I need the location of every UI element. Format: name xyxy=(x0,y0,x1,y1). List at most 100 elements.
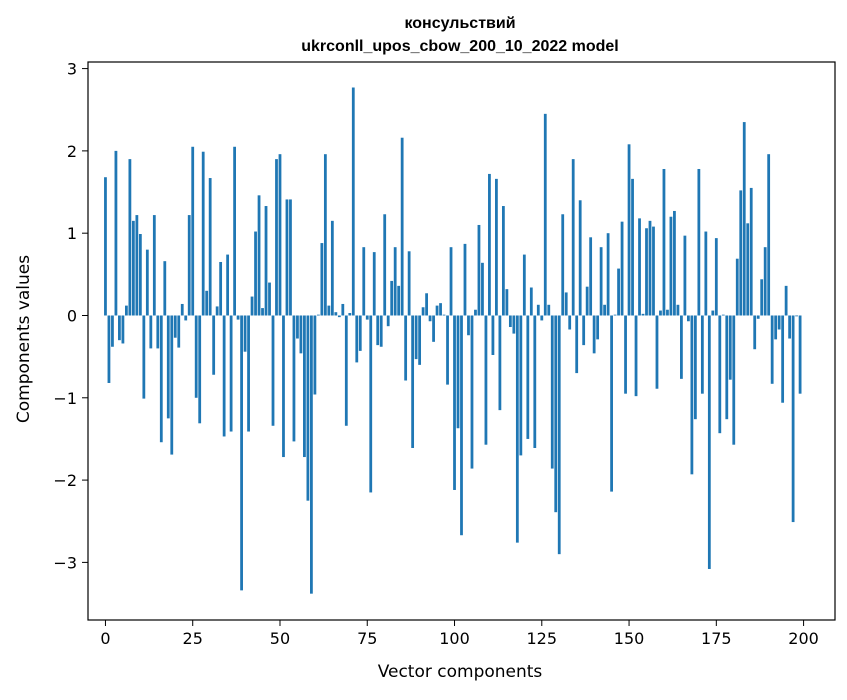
bar-100 xyxy=(453,315,456,490)
bar-154 xyxy=(641,313,645,316)
bar-182 xyxy=(739,190,743,316)
x-axis-label: Vector components xyxy=(378,662,543,682)
bar-88 xyxy=(411,315,415,448)
bar-175 xyxy=(714,238,718,316)
bar-150 xyxy=(627,144,631,316)
bar-135 xyxy=(575,315,579,374)
bar-21 xyxy=(177,315,181,348)
bar-183 xyxy=(742,122,746,316)
bar-0 xyxy=(104,177,107,316)
bar-43 xyxy=(254,231,257,316)
bar-7 xyxy=(128,159,132,316)
bar-70 xyxy=(348,313,352,316)
bar-139 xyxy=(589,237,593,316)
bar-84 xyxy=(397,285,401,316)
bar-12 xyxy=(145,249,149,316)
bar-31 xyxy=(212,315,216,375)
bar-40 xyxy=(243,315,247,352)
bar-186 xyxy=(753,315,757,350)
bar-165 xyxy=(680,315,683,379)
x-tick-label: 150 xyxy=(614,629,645,648)
bar-160 xyxy=(662,168,666,316)
bar-144 xyxy=(606,233,610,316)
bar-1 xyxy=(107,315,111,383)
bar-103 xyxy=(463,243,467,316)
bar-102 xyxy=(460,315,463,536)
bar-33 xyxy=(219,261,223,316)
bar-104 xyxy=(467,315,470,336)
bar-191 xyxy=(770,315,774,384)
x-tick-label: 25 xyxy=(183,629,203,648)
bar-117 xyxy=(512,315,516,334)
bar-99 xyxy=(449,247,453,316)
bar-132 xyxy=(564,292,568,316)
bar-83 xyxy=(393,247,397,316)
bar-162 xyxy=(669,216,673,316)
bar-3 xyxy=(114,150,118,316)
bar-62 xyxy=(320,243,324,316)
bar-78 xyxy=(376,315,380,346)
y-tick-label: 1 xyxy=(67,224,77,243)
bar-38 xyxy=(236,315,240,320)
bar-60 xyxy=(313,315,317,395)
bar-23 xyxy=(184,315,188,321)
bar-91 xyxy=(421,307,425,316)
bar-79 xyxy=(379,315,383,347)
bar-137 xyxy=(582,315,586,346)
bar-193 xyxy=(777,315,781,330)
bar-58 xyxy=(306,315,310,501)
bar-2 xyxy=(111,315,114,347)
bar-174 xyxy=(711,310,715,316)
bar-61 xyxy=(316,314,320,316)
bar-145 xyxy=(610,315,613,492)
bar-164 xyxy=(676,304,680,316)
bar-89 xyxy=(414,315,418,360)
bar-115 xyxy=(505,289,509,316)
bar-161 xyxy=(666,309,669,316)
bar-32 xyxy=(215,306,219,316)
chart-title-line-2: ukrconll_upos_cbow_200_10_2022 model xyxy=(301,38,618,55)
bar-44 xyxy=(257,195,261,316)
bar-68 xyxy=(341,303,345,316)
bar-48 xyxy=(271,315,275,426)
bar-77 xyxy=(372,252,376,316)
bar-54 xyxy=(292,315,296,442)
bar-198 xyxy=(795,315,798,317)
y-axis-label: Components values xyxy=(14,255,34,423)
bar-11 xyxy=(142,315,146,399)
bar-158 xyxy=(655,315,659,389)
bar-168 xyxy=(690,315,694,475)
bar-111 xyxy=(491,315,495,355)
bar-50 xyxy=(278,154,282,316)
bar-52 xyxy=(285,199,289,316)
bar-110 xyxy=(488,173,491,316)
bar-63 xyxy=(323,154,327,316)
bar-179 xyxy=(728,315,732,380)
bar-113 xyxy=(498,315,502,411)
bar-116 xyxy=(508,315,512,328)
bar-49 xyxy=(275,159,278,316)
bar-36 xyxy=(229,315,233,432)
bar-6 xyxy=(125,305,128,316)
bar-157 xyxy=(652,226,655,316)
bar-118 xyxy=(515,315,519,543)
bar-24 xyxy=(187,215,191,316)
bar-17 xyxy=(163,261,167,316)
y-tick-label: −1 xyxy=(53,389,77,408)
y-tick-label: −3 xyxy=(53,553,77,572)
bar-41 xyxy=(247,315,250,432)
bar-148 xyxy=(620,221,624,316)
bar-176 xyxy=(718,315,722,434)
bar-122 xyxy=(529,287,533,316)
bar-141 xyxy=(596,315,600,340)
bar-108 xyxy=(481,262,484,316)
bar-153 xyxy=(638,218,641,316)
bar-28 xyxy=(201,151,205,316)
bar-173 xyxy=(707,315,711,569)
bar-94 xyxy=(432,315,435,342)
bar-9 xyxy=(135,215,139,316)
bar-120 xyxy=(522,254,526,316)
bar-37 xyxy=(233,146,236,316)
bar-10 xyxy=(138,234,142,316)
